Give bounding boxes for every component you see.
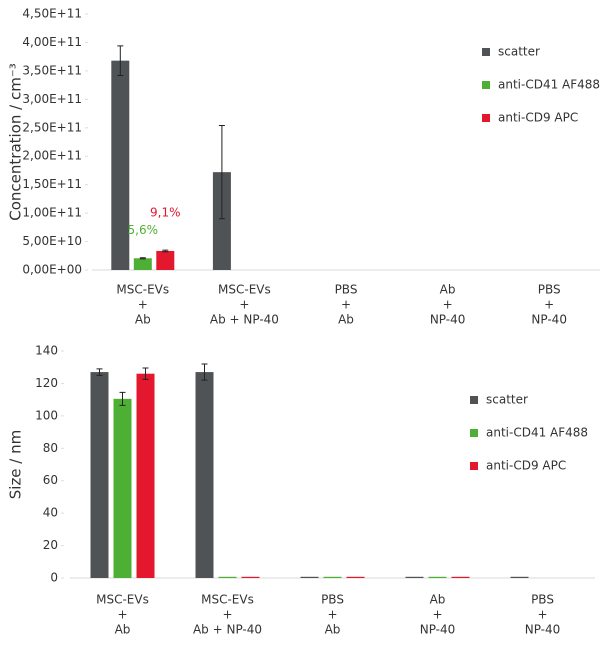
- x-tick-label: +: [341, 298, 351, 312]
- x-tick-label: PBS: [335, 283, 358, 297]
- y-tick-label: 4,50E+11: [22, 7, 82, 21]
- x-tick-label: MSC-EVs: [116, 283, 169, 297]
- x-tick-label: +: [117, 608, 127, 622]
- x-tick-label: PBS: [321, 593, 344, 607]
- bar: [133, 258, 152, 270]
- x-tick-label: +: [537, 608, 547, 622]
- legend-label: anti-CD9 APC: [486, 459, 566, 473]
- y-tick-label: 60: [43, 473, 58, 487]
- legend-label: scatter: [486, 393, 528, 407]
- x-tick-label: +: [443, 298, 453, 312]
- y-tick-label: 120: [35, 376, 58, 390]
- error-bar: [162, 249, 169, 253]
- bar: [212, 172, 231, 270]
- error-bar: [139, 257, 146, 260]
- legend-label: anti-CD41 AF488: [486, 426, 588, 440]
- y-tick-label: 0,00E+00: [22, 263, 82, 277]
- y-tick-label: 1,00E+11: [22, 206, 82, 220]
- y-tick-label: 40: [43, 506, 58, 520]
- y-tick-label: 0: [50, 571, 58, 585]
- x-tick-label: NP-40: [430, 313, 466, 327]
- legend-label: anti-CD9 APC: [498, 111, 578, 125]
- legend-swatch: [482, 48, 490, 56]
- bar: [346, 576, 365, 578]
- bar: [156, 250, 175, 270]
- y-tick-label: 2,00E+11: [22, 149, 82, 163]
- y-tick-label: 100: [35, 408, 58, 422]
- x-tick-label: NP-40: [420, 623, 456, 637]
- y-tick-label: 1,50E+11: [22, 177, 82, 191]
- legend-swatch: [470, 429, 478, 437]
- legend-swatch: [482, 81, 490, 89]
- error-bar: [119, 391, 126, 406]
- bar-annotation: 5,6%: [128, 223, 159, 237]
- x-tick-label: +: [222, 608, 232, 622]
- y-tick-label: 80: [43, 441, 58, 455]
- bar: [510, 576, 529, 578]
- x-tick-label: +: [432, 608, 442, 622]
- bar: [405, 576, 424, 578]
- x-tick-label: NP-40: [525, 623, 561, 637]
- x-tick-label: Ab: [325, 623, 341, 637]
- error-bar: [218, 125, 225, 220]
- bar: [113, 398, 132, 578]
- bar: [195, 372, 214, 578]
- bar: [323, 576, 342, 578]
- y-tick-label: 3,00E+11: [22, 92, 82, 106]
- x-tick-label: MSC-EVs: [218, 283, 271, 297]
- error-bar: [142, 367, 149, 380]
- legend-swatch: [470, 462, 478, 470]
- error-bar: [117, 45, 124, 76]
- x-tick-label: Ab + NP-40: [193, 623, 262, 637]
- legend-swatch: [482, 114, 490, 122]
- x-tick-label: +: [138, 298, 148, 312]
- bar-annotation: 9,1%: [150, 205, 181, 219]
- legend-label: anti-CD41 AF488: [498, 78, 600, 92]
- x-tick-label: Ab: [115, 623, 131, 637]
- bar: [111, 60, 130, 270]
- error-bar: [201, 363, 208, 381]
- x-tick-label: +: [239, 298, 249, 312]
- error-bar: [96, 368, 103, 376]
- y-tick-label: 2,50E+11: [22, 120, 82, 134]
- y-axis-label: Size / nm: [7, 430, 25, 500]
- bar: [136, 373, 155, 578]
- x-tick-label: Ab: [135, 313, 151, 327]
- y-tick-label: 4,00E+11: [22, 35, 82, 49]
- y-tick-label: 20: [43, 538, 58, 552]
- y-tick-label: 5,00E+10: [22, 234, 82, 248]
- y-axis-label: Concentration / cm⁻³: [7, 63, 25, 221]
- legend-swatch: [470, 396, 478, 404]
- y-tick-label: 140: [35, 344, 58, 358]
- x-tick-label: Ab + NP-40: [210, 313, 279, 327]
- y-tick-label: 3,50E+11: [22, 63, 82, 77]
- x-tick-label: PBS: [538, 283, 561, 297]
- bar: [451, 576, 470, 578]
- x-tick-label: +: [327, 608, 337, 622]
- x-tick-label: MSC-EVs: [201, 593, 254, 607]
- x-tick-label: PBS: [531, 593, 554, 607]
- bar: [428, 576, 447, 578]
- bar: [300, 576, 319, 578]
- x-tick-label: Ab: [430, 593, 446, 607]
- x-tick-label: MSC-EVs: [96, 593, 149, 607]
- bar: [218, 576, 237, 578]
- bar: [90, 372, 109, 578]
- x-tick-label: Ab: [440, 283, 456, 297]
- x-tick-label: Ab: [338, 313, 354, 327]
- x-tick-label: +: [544, 298, 554, 312]
- bar: [241, 576, 260, 578]
- x-tick-label: NP-40: [531, 313, 567, 327]
- legend-label: scatter: [498, 45, 540, 59]
